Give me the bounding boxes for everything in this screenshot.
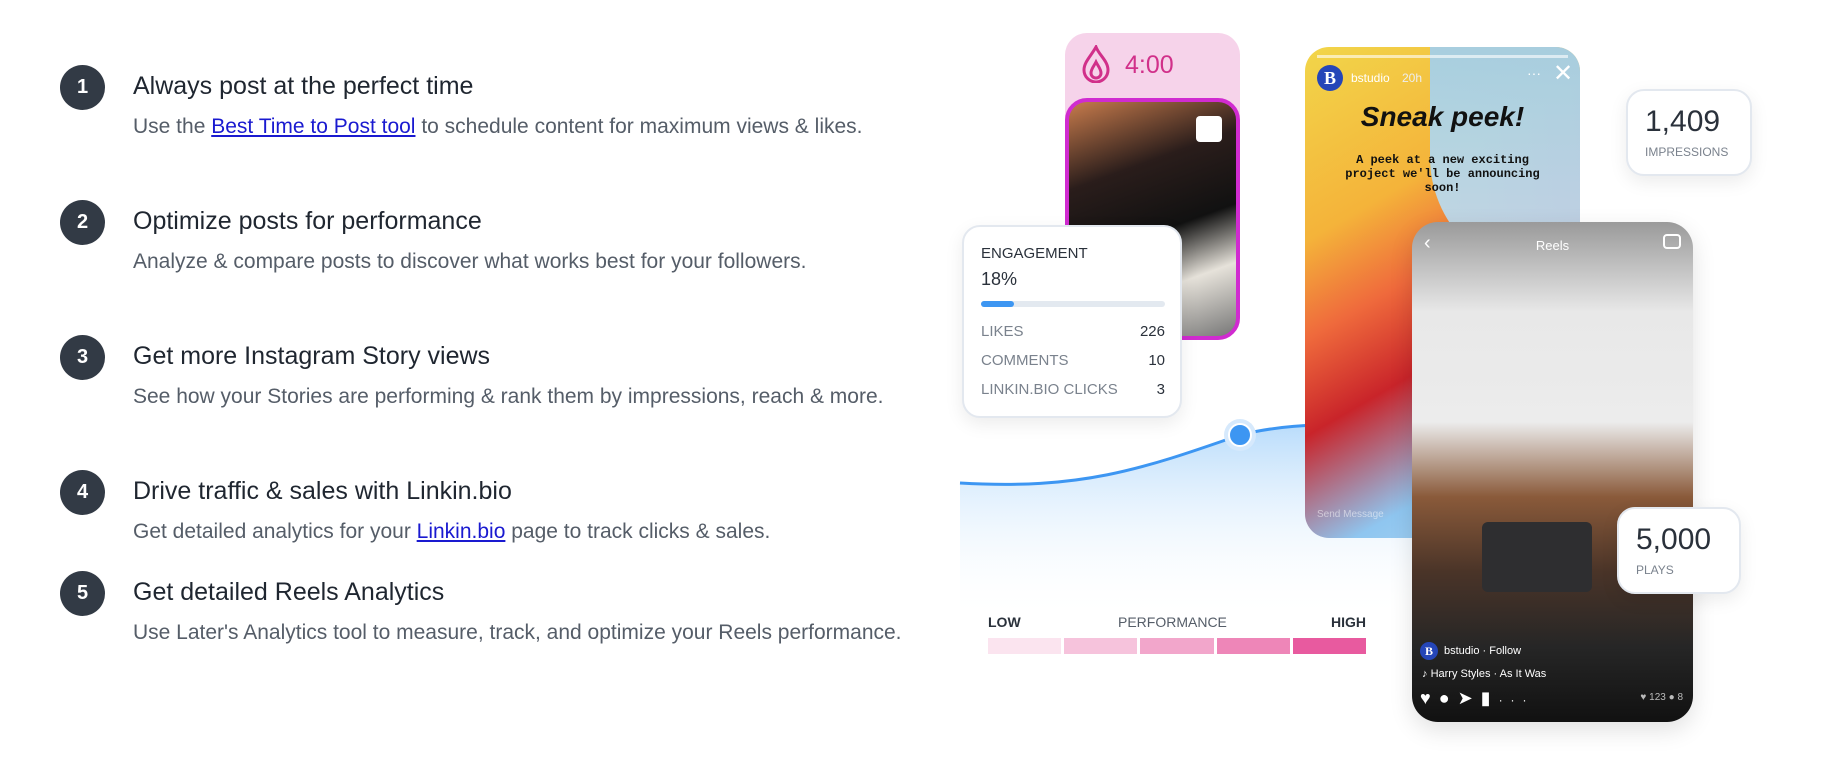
feature-title: Drive traffic & sales with Linkin.bio <box>133 477 512 505</box>
row-label: LIKES <box>981 323 1024 340</box>
feature-description: Analyze & compare posts to discover what… <box>133 250 807 273</box>
plays-label: PLAYS <box>1636 563 1674 577</box>
step-number: 3 <box>60 335 105 380</box>
feature-description: Use the Best Time to Post tool to schedu… <box>133 115 863 138</box>
share-icon: ➤ <box>1457 688 1481 708</box>
engagement-row: LINKIN.BIO CLICKS 3 <box>981 381 1165 410</box>
curve-point <box>1228 423 1252 447</box>
feature-title: Always post at the perfect time <box>133 72 474 100</box>
impressions-label: IMPRESSIONS <box>1645 145 1729 159</box>
feature-title: Get more Instagram Story views <box>133 342 491 370</box>
row-value: 3 <box>1156 381 1165 398</box>
engagement-title: ENGAGEMENT <box>981 245 1088 262</box>
row-value: 10 <box>1148 352 1165 369</box>
feature-title: Get detailed Reels Analytics <box>133 578 445 606</box>
impressions-card: 1,409 IMPRESSIONS <box>1626 89 1752 176</box>
engagement-row: COMMENTS 10 <box>981 352 1165 381</box>
high-label: HIGH <box>1331 614 1366 630</box>
engagement-card: ENGAGEMENT 18% LIKES 226 COMMENTS 10 LINKIN.… <box>962 225 1182 418</box>
reels-title: Reels <box>1535 238 1570 253</box>
reels-comments: 8 <box>1677 692 1683 703</box>
feature-description: See how your Stories are performing & ra… <box>133 385 884 408</box>
send-message-input[interactable]: Send Message <box>1317 509 1384 520</box>
feature-link[interactable]: Best Time to Post tool <box>211 115 416 138</box>
close-icon[interactable]: ✕ <box>1553 60 1574 87</box>
performance-segment <box>1064 638 1138 654</box>
engagement-percent: 18% <box>981 269 1018 289</box>
plays-value: 5,000 <box>1636 523 1712 556</box>
flame-icon <box>1082 45 1110 83</box>
multi-image-icon <box>1196 116 1222 142</box>
comment-icon: ● <box>1438 688 1458 708</box>
low-label: LOW <box>988 614 1021 630</box>
step-number: 4 <box>60 470 105 515</box>
bookmark-icon: ▮ <box>1480 688 1499 708</box>
story-headline: Sneak peek! <box>1360 101 1525 132</box>
step-number: 2 <box>60 200 105 245</box>
performance-segment <box>1140 638 1214 654</box>
feature-description: Get detailed analytics for your Linkin.b… <box>133 520 771 543</box>
plays-card: 5,000 PLAYS <box>1617 507 1741 594</box>
performance-label: PERFORMANCE <box>1118 614 1227 630</box>
row-label: LINKIN.BIO CLICKS <box>981 381 1118 398</box>
story-username[interactable]: bstudio <box>1351 71 1390 85</box>
back-icon[interactable]: ‹ <box>1424 232 1431 254</box>
reels-actions[interactable]: ♥●➤▮··· <box>1420 688 1535 709</box>
engagement-row: LIKES 226 <box>981 323 1165 352</box>
feature-title: Optimize posts for performance <box>133 207 482 235</box>
laptop <box>1482 522 1592 592</box>
reels-card: ‹ Reels B bstudio · Follow ♪ Harry Style… <box>1412 222 1693 722</box>
performance-segment <box>988 638 1062 654</box>
story-body: A peek at a new exciting project we'll b… <box>1345 153 1540 195</box>
timer-value: 4:00 <box>1125 51 1174 79</box>
reels-audio: ♪ Harry Styles · As It Was <box>1422 668 1547 680</box>
reels-audio-text: Harry Styles · As It Was <box>1430 668 1547 680</box>
engagement-bar-fill <box>981 301 1015 307</box>
step-number: 5 <box>60 571 105 616</box>
reels-counts: ♥ 123 ● 8 <box>1640 692 1683 703</box>
performance-segment <box>1292 638 1367 654</box>
reels-avatar: B <box>1420 642 1438 660</box>
row-value: 226 <box>1139 323 1165 340</box>
camera-icon[interactable] <box>1663 234 1681 249</box>
step-number: 1 <box>60 65 105 110</box>
more-icon[interactable]: ··· <box>1527 65 1541 81</box>
reels-likes: 123 <box>1649 692 1666 703</box>
row-label: COMMENTS <box>981 352 1069 369</box>
feature-link[interactable]: Linkin.bio <box>416 520 506 543</box>
feature-description: Use Later's Analytics tool to measure, t… <box>133 621 902 644</box>
heart-icon: ♥ <box>1420 688 1439 708</box>
reels-account[interactable]: bstudio · Follow <box>1444 645 1522 657</box>
more-icon: ··· <box>1498 693 1535 707</box>
engagement-bar <box>981 301 1165 307</box>
performance-segment <box>1216 638 1290 654</box>
story-age: 20h <box>1402 71 1423 85</box>
impressions-value: 1,409 <box>1645 105 1721 138</box>
story-avatar: B <box>1317 65 1343 91</box>
